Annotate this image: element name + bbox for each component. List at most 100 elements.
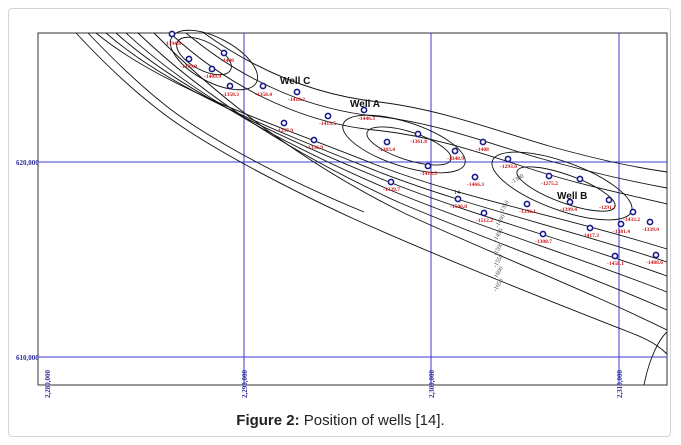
elevation-label: -1466.3	[467, 182, 484, 188]
x-tick-label: 2,290,000	[241, 370, 249, 399]
figure-frame	[8, 8, 671, 437]
well-c-label: Well C	[280, 76, 310, 87]
well-marker	[586, 224, 594, 232]
well-marker	[451, 147, 459, 155]
contour-line	[203, 32, 668, 173]
well-marker	[471, 173, 479, 181]
well-marker	[280, 119, 288, 127]
caption-text: Position of wells [14].	[299, 412, 445, 429]
x-tick-label: 2,310,000	[616, 370, 624, 399]
elevation-label: -1308.7	[535, 239, 552, 245]
elevation-label: -1417.3	[582, 233, 599, 239]
contour-line	[75, 32, 668, 355]
elevation-label: -1275.2	[541, 181, 558, 187]
point-label: 14	[454, 190, 460, 196]
contour-line	[137, 32, 668, 311]
well-marker	[629, 208, 637, 216]
contour-line	[125, 32, 668, 293]
well-position-map: -1300 -1350 -1400 -1450 -1500 -1550 -160…	[16, 29, 668, 398]
contour-loop	[342, 114, 466, 174]
well-marker	[576, 175, 584, 183]
well-marker	[383, 138, 391, 146]
grid-lines	[38, 33, 667, 385]
elevation-label: -1408	[476, 147, 489, 153]
elevation-label: -1419.5	[319, 121, 336, 127]
contour-line	[105, 32, 668, 263]
elevation-label: -1293.6	[500, 164, 517, 170]
contour-label: -1400	[495, 214, 507, 229]
elevation-label: -1488.6	[646, 260, 663, 266]
y-tick-label: 610,000	[16, 354, 39, 362]
elevation-label: -1433.2	[623, 217, 640, 223]
contour-label: -1300	[510, 174, 525, 186]
contour-loop	[169, 29, 259, 91]
elevation-label: -1361.8	[410, 139, 427, 145]
well-marker	[259, 82, 267, 90]
elevation-label: -1381.4	[613, 229, 630, 235]
axis-labels: 620,000 610,000 2,280,000 2,290,000 2,30…	[16, 159, 624, 398]
elevation-label: -1336.9	[306, 145, 323, 151]
elevation-label: -1418.5	[420, 171, 437, 177]
elevation-label: -1348.9	[447, 156, 464, 162]
figure-caption: Figure 2: Position of wells [14].	[0, 412, 681, 429]
elevation-label: -1458.1	[607, 261, 624, 267]
elevation-label: -1506.8	[450, 204, 467, 210]
well-marker	[387, 178, 395, 186]
well-marker	[479, 138, 487, 146]
contour-label: -1350	[499, 200, 511, 215]
contour-line	[115, 32, 668, 277]
elevation-label: -1409.9	[204, 74, 221, 80]
well-b-label: Well B	[557, 191, 587, 202]
well-marker	[424, 162, 432, 170]
well-marker	[208, 65, 216, 73]
x-tick-label: 2,280,000	[44, 370, 52, 399]
elevation-label: -1356.1	[519, 209, 536, 215]
contour-loop	[176, 36, 232, 76]
well-marker	[652, 251, 660, 259]
well-marker	[605, 196, 613, 204]
well-markers	[168, 30, 660, 260]
well-names: Well C Well A Well B	[280, 76, 587, 202]
contour-line	[185, 32, 668, 189]
elevation-label: -1291.7	[599, 205, 616, 211]
well-marker	[414, 130, 422, 138]
well-marker	[324, 112, 332, 120]
contour-loop	[366, 126, 452, 166]
contour-labels: -1300 -1350 -1400 -1450 -1500 -1550 -160…	[493, 174, 526, 293]
contour-line	[87, 32, 365, 213]
contour-line	[95, 32, 668, 250]
well-marker	[539, 230, 547, 238]
well-marker	[293, 88, 301, 96]
elevation-label: -1394.8	[164, 41, 181, 47]
elevation-label: -1350.3	[222, 92, 239, 98]
x-tick-label: 2,300,000	[428, 370, 436, 399]
well-marker	[454, 195, 462, 203]
well-marker	[220, 49, 228, 57]
well-marker	[168, 30, 176, 38]
elevation-label: -1297.9	[276, 128, 293, 134]
well-marker	[646, 218, 654, 226]
well-marker	[310, 136, 318, 144]
map-border	[37, 32, 668, 386]
well-marker	[523, 200, 531, 208]
elevation-label: -1339.7	[383, 187, 400, 193]
elevation-labels: -1394.8 -1400 -1399.9 -1409.9 -1350.3 -1…	[164, 41, 663, 267]
well-a-label: Well A	[350, 99, 380, 110]
elevation-label: -1399.9	[180, 64, 197, 70]
elevation-label: -1399.4	[560, 207, 577, 213]
elevation-label: -1400	[221, 58, 234, 64]
well-marker	[617, 220, 625, 228]
well-marker	[504, 155, 512, 163]
contour-lines	[75, 29, 668, 386]
well-marker	[566, 198, 574, 206]
well-marker	[360, 106, 368, 114]
elevation-label: -1446.3	[358, 116, 375, 122]
well-marker	[226, 82, 234, 90]
elevation-label: -1358.4	[255, 92, 272, 98]
well-marker	[611, 252, 619, 260]
elevation-label: -1512.2	[476, 218, 493, 224]
elevation-label: -1383.4	[378, 147, 395, 153]
contour-label: -1450	[493, 228, 505, 243]
elevation-label: -1418.2	[288, 97, 305, 103]
y-tick-label: 620,000	[16, 159, 39, 167]
